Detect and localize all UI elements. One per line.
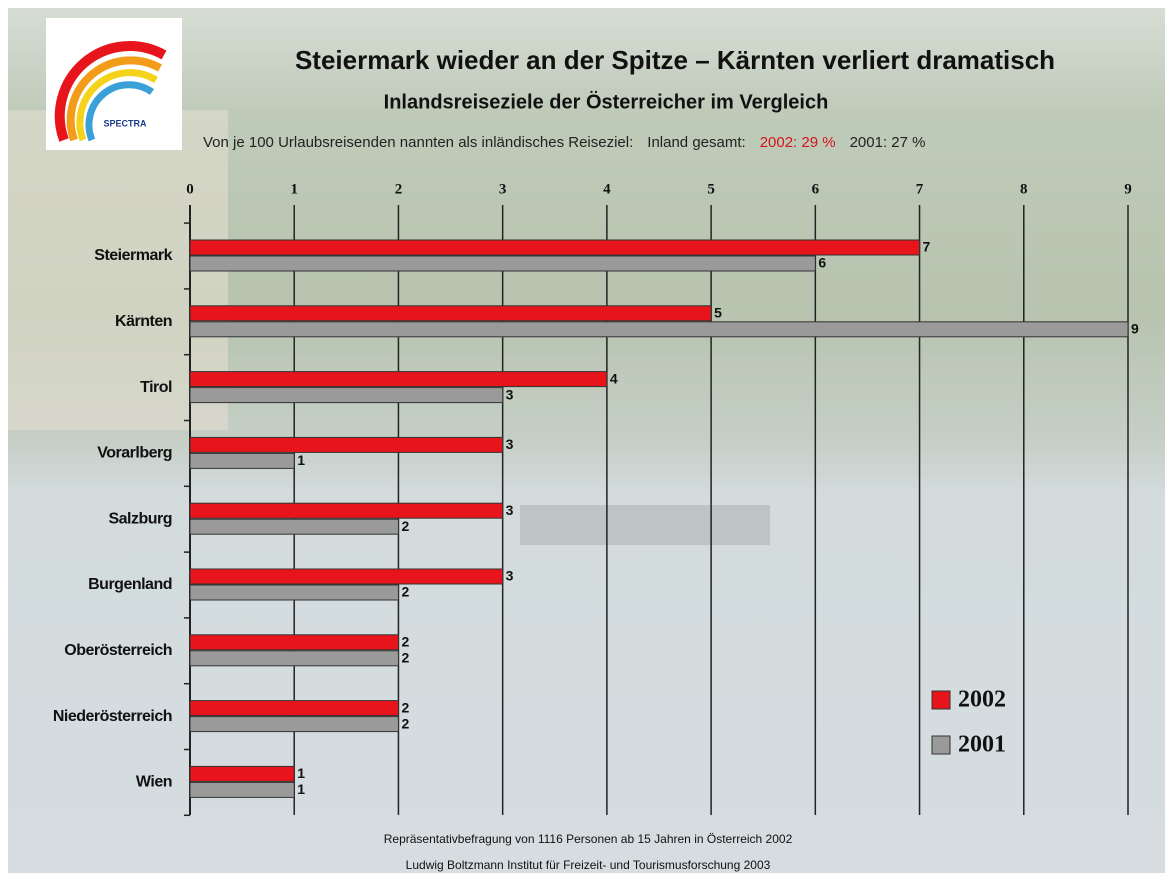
logo: SPECTRA xyxy=(46,18,182,150)
value-label: 6 xyxy=(818,255,826,271)
source: Ludwig Boltzmann Institut für Freizeit- … xyxy=(406,858,771,872)
bar xyxy=(189,700,399,717)
value-label: 3 xyxy=(506,386,514,402)
bar xyxy=(189,765,295,782)
background-boat xyxy=(520,505,770,545)
legend-swatch xyxy=(931,735,951,755)
x-tick-label: 0 xyxy=(186,181,194,197)
bar xyxy=(189,239,921,256)
value-label: 2 xyxy=(401,634,409,650)
x-tick-label: 2 xyxy=(395,181,403,197)
value-label: 2 xyxy=(401,650,409,666)
value-label: 9 xyxy=(1131,321,1139,337)
logo-arc xyxy=(76,69,158,142)
y-tick-label: Burgenland xyxy=(88,576,172,593)
value-label: 2 xyxy=(401,715,409,731)
bar xyxy=(189,716,399,733)
annotation-part: Von je 100 Urlaubsreisenden nannten als … xyxy=(203,134,633,151)
bar xyxy=(189,781,295,798)
x-tick-label: 9 xyxy=(1124,181,1132,197)
value-label: 3 xyxy=(506,568,514,584)
y-tick-label: Wien xyxy=(136,774,172,791)
logo-text: SPECTRA xyxy=(103,118,147,128)
y-tick-label: Tirol xyxy=(140,379,172,396)
source: Repräsentativbefragung von 1116 Personen… xyxy=(384,832,793,846)
value-label: 4 xyxy=(610,370,618,386)
y-tick-label: Kärnten xyxy=(115,313,172,330)
annotation-part: 2002: 29 % xyxy=(760,134,836,151)
bar xyxy=(189,387,504,404)
bar xyxy=(189,634,399,651)
y-tick-label: Niederösterreich xyxy=(53,708,172,725)
x-tick-label: 3 xyxy=(499,181,507,197)
value-label: 1 xyxy=(297,765,305,781)
bar xyxy=(189,502,504,519)
x-tick-label: 4 xyxy=(603,181,611,197)
value-label: 1 xyxy=(297,781,305,797)
annotation-part: 2001: 27 % xyxy=(850,134,926,151)
bar xyxy=(189,518,399,535)
bar xyxy=(189,650,399,667)
y-tick-label: Steiermark xyxy=(94,247,172,264)
value-label: 2 xyxy=(401,699,409,715)
x-tick-label: 7 xyxy=(916,181,924,197)
bar xyxy=(189,321,1129,338)
chart-subtitle: Inlandsreiseziele der Österreicher im Ve… xyxy=(384,90,829,113)
value-label: 7 xyxy=(923,239,931,255)
logo-arc xyxy=(54,41,167,142)
bar xyxy=(189,436,504,453)
chart-title: Steiermark wieder an der Spitze – Kärnte… xyxy=(295,45,1055,75)
bar xyxy=(189,452,295,469)
annotation: Von je 100 Urlaubsreisenden nannten als … xyxy=(203,134,926,151)
legend-swatch xyxy=(931,690,951,710)
value-label: 1 xyxy=(297,452,305,468)
logo-arc xyxy=(85,81,155,142)
bar xyxy=(189,255,816,272)
legend-label: 2002 xyxy=(958,687,1006,713)
bar xyxy=(189,305,712,322)
annotation-part: Inland gesamt: xyxy=(647,134,745,151)
value-label: 2 xyxy=(401,518,409,534)
y-tick-label: Salzburg xyxy=(108,510,172,527)
y-tick-label: Oberösterreich xyxy=(64,642,172,659)
value-label: 3 xyxy=(506,502,514,518)
value-label: 5 xyxy=(714,305,722,321)
y-tick-label: Vorarlberg xyxy=(97,445,172,462)
value-label: 3 xyxy=(506,436,514,452)
legend-label: 2001 xyxy=(958,732,1006,758)
bar xyxy=(189,584,399,601)
bar xyxy=(189,568,504,585)
x-tick-label: 5 xyxy=(707,181,715,197)
value-label: 2 xyxy=(401,584,409,600)
x-tick-label: 8 xyxy=(1020,181,1028,197)
bar xyxy=(189,371,608,388)
x-tick-label: 6 xyxy=(812,181,820,197)
logo-arc xyxy=(66,56,162,142)
x-tick-label: 1 xyxy=(290,181,298,197)
